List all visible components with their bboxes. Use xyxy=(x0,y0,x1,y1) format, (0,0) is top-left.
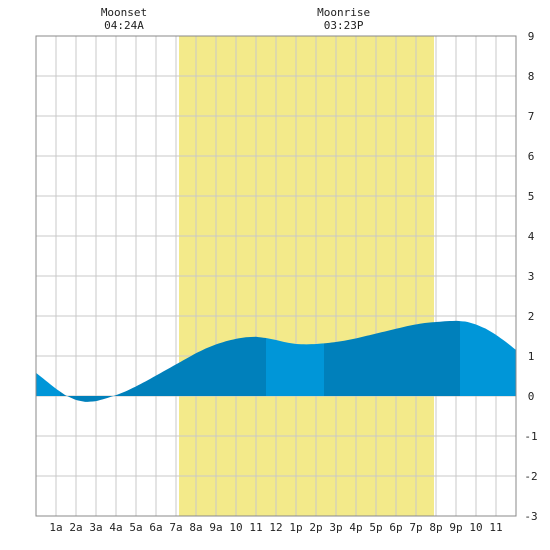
y-tick-label: 0 xyxy=(528,390,535,403)
tide-area-light xyxy=(36,372,60,396)
tide-area-dark xyxy=(324,320,460,396)
y-tick-label: 2 xyxy=(528,310,535,323)
x-tick-label: 8a xyxy=(189,521,202,534)
y-tick-label: 3 xyxy=(528,270,535,283)
x-tick-label: 3a xyxy=(89,521,102,534)
y-tick-label: 9 xyxy=(528,30,535,43)
x-tick-label: 10 xyxy=(469,521,482,534)
x-tick-label: 1a xyxy=(49,521,62,534)
x-tick-label: 5p xyxy=(369,521,382,534)
tide-area-light xyxy=(460,321,516,396)
x-tick-label: 11 xyxy=(489,521,502,534)
moon-event-time: 04:24A xyxy=(104,19,144,32)
y-tick-label: -2 xyxy=(524,470,537,483)
tide-area-light xyxy=(266,338,324,396)
x-tick-label: 8p xyxy=(429,521,442,534)
x-tick-label: 9p xyxy=(449,521,462,534)
x-tick-label: 4a xyxy=(109,521,122,534)
x-tick-label: 5a xyxy=(129,521,142,534)
tide-area-dark xyxy=(60,336,266,402)
x-tick-label: 11 xyxy=(249,521,262,534)
y-tick-label: 8 xyxy=(528,70,535,83)
x-tick-label: 6p xyxy=(389,521,402,534)
x-tick-label: 6a xyxy=(149,521,162,534)
moon-event-label: Moonrise xyxy=(317,6,370,19)
y-tick-label: 4 xyxy=(528,230,535,243)
x-tick-label: 4p xyxy=(349,521,362,534)
y-tick-label: -3 xyxy=(524,510,537,523)
x-tick-label: 7p xyxy=(409,521,422,534)
x-tick-label: 3p xyxy=(329,521,342,534)
y-tick-label: 6 xyxy=(528,150,535,163)
x-tick-label: 9a xyxy=(209,521,222,534)
x-tick-label: 1p xyxy=(289,521,302,534)
y-tick-label: 5 xyxy=(528,190,535,203)
plot-frame xyxy=(35,35,517,517)
x-tick-label: 10 xyxy=(229,521,242,534)
y-tick-label: 1 xyxy=(528,350,535,363)
x-tick-label: 2p xyxy=(309,521,322,534)
x-tick-label: 2a xyxy=(69,521,82,534)
x-tick-label: 7a xyxy=(169,521,182,534)
moon-event-label: Moonset xyxy=(101,6,147,19)
y-tick-label: -1 xyxy=(524,430,537,443)
y-tick-label: 7 xyxy=(528,110,535,123)
moon-event-time: 03:23P xyxy=(324,19,364,32)
x-tick-label: 12 xyxy=(269,521,282,534)
